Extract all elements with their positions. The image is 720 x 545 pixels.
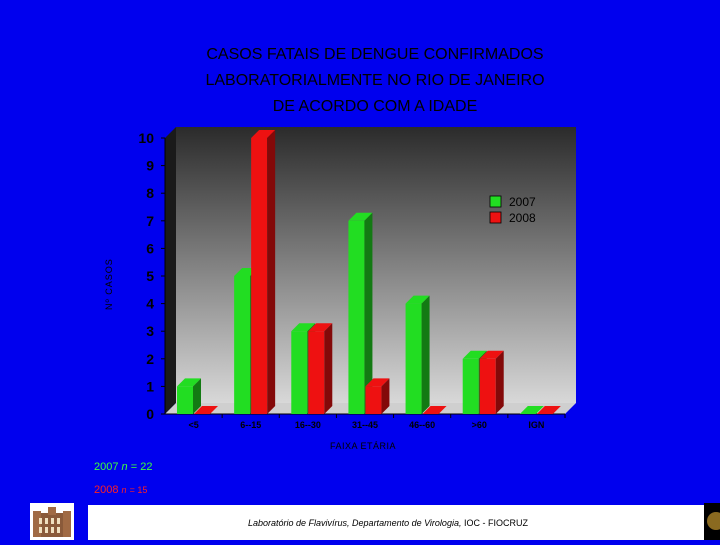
bar-side [324,323,333,414]
bar-2008-5 [479,350,504,414]
bar-side [495,350,504,414]
bar-top [422,406,447,414]
x-tick-label: 31--45 [352,420,378,430]
n-2008-n: n [121,485,127,495]
x-tick-label: 16--30 [295,420,321,430]
bar-side [193,378,201,414]
bar-2008-1 [251,130,276,414]
y-tick-label: 7 [146,213,154,229]
n-2007-n: n [121,461,128,473]
bar-front [348,220,365,414]
bar-top [536,406,561,414]
bar-front [479,358,496,414]
bar-front [234,276,251,414]
x-tick-label: <5 [188,420,198,430]
bar-2007-6 [519,406,544,414]
legend-swatch-2008 [489,211,502,224]
y-tick-label: 2 [146,351,154,367]
bar-side [364,212,373,414]
x-tick-label: 6--15 [240,420,261,430]
chart-title: CASOS FATAIS DE DENGUE CONFIRMADOS LABOR… [170,42,580,120]
n-2008-value: = 15 [129,485,148,495]
bar-side [381,378,390,414]
title-line-1: CASOS FATAIS DE DENGUE CONFIRMADOS [206,46,544,63]
bar-top [519,406,544,414]
bar-front [365,386,382,414]
x-tick-label: IGN [528,420,544,430]
bar-front [251,138,268,414]
plot-side-wall [165,127,176,414]
y-tick-label: 3 [146,323,154,339]
y-tick-label: 6 [146,240,154,256]
y-tick-label: 9 [146,158,154,174]
bar-front [462,358,479,414]
legend-label-2007: 2007 [509,195,536,209]
bar-2007-0 [177,378,201,414]
x-axis-label: FAIXA ETÁRIA [330,441,397,451]
bar-front [177,386,193,414]
legend-swatch-2007 [489,195,502,208]
y-tick-label: 5 [146,268,154,284]
y-tick-label: 0 [146,406,154,422]
n-2007-value: = 22 [130,461,153,473]
y-tick-label: 8 [146,185,154,201]
footer-bar: Laboratório de Flavivírus, Departamento … [88,505,720,540]
seal-icon [707,512,720,530]
footer-text: Laboratório de Flavivírus, Departamento … [248,518,528,528]
bar-2008-6 [536,406,561,414]
n-2008-year: 2008 [94,484,119,496]
bar-2008-3 [365,378,390,414]
title-line-3: DE ACORDO COM A IDADE [272,98,478,115]
bar-2008-2 [308,323,333,414]
x-tick-label: 46--60 [409,420,435,430]
fiocruz-logo [704,503,720,540]
bar-front [405,303,422,414]
y-axis-label: Nº CASOS [104,258,114,310]
x-tick-label: >60 [472,420,487,430]
y-tick-label: 4 [146,296,154,312]
footer-institution: IOC - FIOCRUZ [461,518,528,528]
building-icon [33,507,71,537]
n-2008-summary: 2008 n = 15 [94,484,147,496]
bar-front [308,331,325,414]
title-line-2: LABORATORIALMENTE NO RIO DE JANEIRO [205,72,545,89]
legend-label-2008: 2008 [509,211,536,225]
bar-2007-4 [405,295,430,414]
museum-logo [30,503,74,540]
y-tick-label: 1 [146,378,154,394]
bar-2007-3 [348,212,373,414]
bar-2008-0 [194,406,218,414]
n-2007-year: 2007 [94,461,119,473]
bar-front [291,331,308,414]
bar-2008-4 [422,406,447,414]
bar-side [421,295,430,414]
n-2007-summary: 2007 n = 22 [94,461,152,473]
bar-top [194,406,218,414]
y-tick-label: 10 [138,130,154,146]
footer-lab: Laboratório de Flavivírus, Departamento … [248,518,462,528]
bar-side [267,130,276,414]
